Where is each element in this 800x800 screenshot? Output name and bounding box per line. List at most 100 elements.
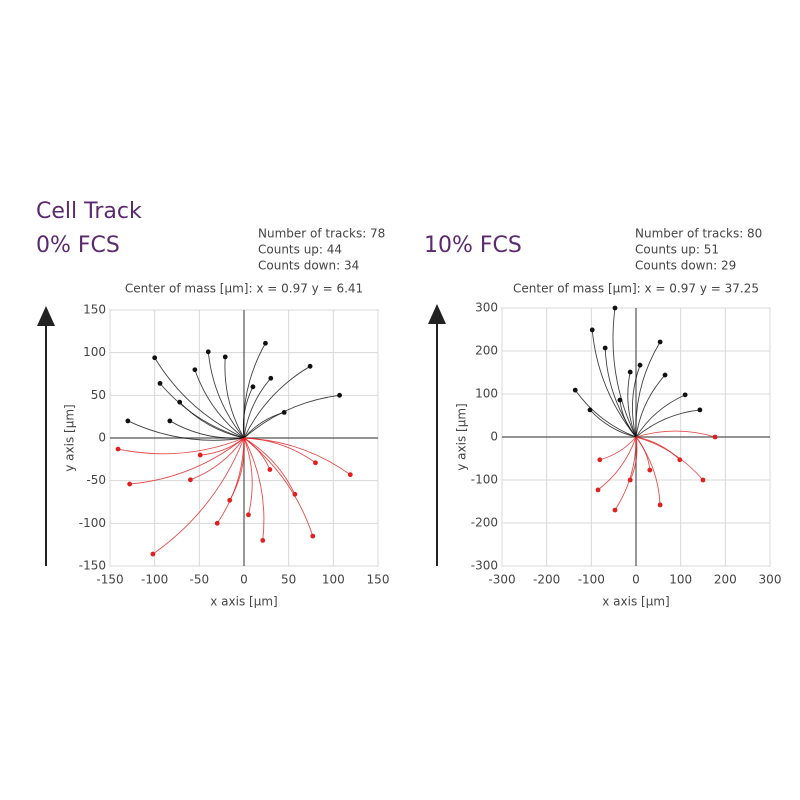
track-end — [347, 472, 353, 478]
track — [619, 399, 637, 438]
x-tick-label: 50 — [281, 573, 296, 587]
x-axis-label: x axis [µm] — [210, 595, 277, 609]
track-end — [337, 392, 342, 398]
track-end — [313, 460, 318, 466]
track-end — [597, 457, 603, 463]
track-end — [197, 452, 203, 458]
track — [224, 356, 245, 439]
x-tick-label: 0 — [240, 573, 248, 587]
track — [129, 437, 245, 485]
track — [635, 409, 700, 438]
track — [243, 437, 271, 470]
track — [612, 307, 637, 438]
x-tick-label: -100 — [578, 573, 605, 587]
stat-text: Counts up: 44 — [258, 243, 342, 257]
track — [635, 394, 686, 438]
track-end — [612, 507, 618, 513]
track — [200, 437, 245, 456]
track-end — [150, 551, 156, 557]
x-tick-label: 150 — [367, 573, 390, 587]
track-end — [292, 491, 298, 497]
x-tick-label: 300 — [759, 573, 782, 587]
track-end — [587, 407, 593, 413]
track — [243, 365, 311, 439]
x-tick-label: 100 — [669, 573, 692, 587]
y-tick-label: 150 — [83, 303, 106, 317]
y-tick-label: -150 — [79, 559, 106, 573]
track-end — [677, 457, 683, 463]
y-tick-label: 50 — [91, 388, 106, 402]
track-end — [712, 434, 718, 440]
track — [242, 386, 254, 439]
stat-text: Number of tracks: 80 — [635, 227, 762, 241]
x-tick-label: -300 — [488, 573, 515, 587]
figure-title: Cell Track — [36, 199, 142, 224]
track-end — [662, 372, 668, 378]
track — [169, 420, 245, 439]
track — [629, 436, 638, 481]
track-end — [188, 477, 193, 483]
track-end — [260, 538, 266, 543]
y-axis-label: y axis [µm] — [455, 403, 469, 470]
track-end — [205, 349, 211, 355]
stat-text: Counts down: 34 — [258, 259, 359, 273]
track-end — [617, 397, 623, 403]
track-end — [127, 481, 133, 487]
track — [635, 436, 651, 471]
track-end — [647, 467, 653, 473]
track-end — [595, 487, 601, 493]
track — [194, 369, 245, 439]
track-end — [657, 339, 663, 345]
track-end — [682, 392, 688, 398]
track-end — [246, 512, 251, 518]
y-tick-label: 0 — [98, 431, 106, 445]
y-tick-label: 100 — [83, 345, 106, 359]
track-end — [281, 410, 287, 415]
y-tick-label: -50 — [86, 473, 106, 487]
track-end — [263, 340, 268, 346]
x-tick-label: 200 — [714, 573, 737, 587]
track-end — [214, 520, 220, 526]
x-tick-label: -150 — [96, 573, 123, 587]
stat-text: Number of tracks: 78 — [258, 227, 385, 241]
track — [216, 437, 245, 524]
track-end — [167, 418, 173, 424]
track — [152, 437, 245, 555]
track-end — [268, 375, 274, 381]
track-end — [157, 380, 163, 386]
track-end — [700, 477, 706, 483]
track — [243, 377, 272, 439]
track-end — [637, 362, 643, 368]
track — [627, 371, 637, 438]
track — [599, 436, 637, 461]
track — [597, 436, 637, 491]
track — [574, 389, 637, 438]
y-tick-label: 0 — [490, 430, 498, 444]
y-tick-label: 300 — [475, 301, 498, 315]
track-end — [589, 327, 595, 333]
track — [127, 420, 245, 441]
track-end — [310, 533, 316, 539]
track-end — [267, 467, 273, 472]
track — [243, 437, 265, 541]
track-end — [612, 305, 618, 311]
x-tick-label: -200 — [533, 573, 560, 587]
y-tick-label: -300 — [471, 559, 498, 573]
chart-subtitle: Center of mass [µm]: x = 0.97 y = 6.41 — [125, 282, 363, 296]
chart-subtitle: Center of mass [µm]: x = 0.97 y = 37.25 — [513, 282, 759, 296]
track — [589, 409, 637, 438]
track-end — [222, 354, 228, 360]
y-tick-label: -200 — [471, 516, 498, 530]
track — [635, 341, 661, 438]
track — [117, 437, 245, 455]
track-end — [307, 363, 313, 369]
track — [635, 374, 666, 438]
track — [207, 351, 245, 439]
arrow-head — [428, 304, 446, 324]
stat-text: Counts up: 51 — [635, 243, 719, 257]
y-tick-label: 200 — [475, 344, 498, 358]
track — [243, 437, 316, 464]
track-end — [602, 345, 608, 351]
y-axis-label: y axis [µm] — [63, 404, 77, 471]
track — [243, 394, 340, 439]
